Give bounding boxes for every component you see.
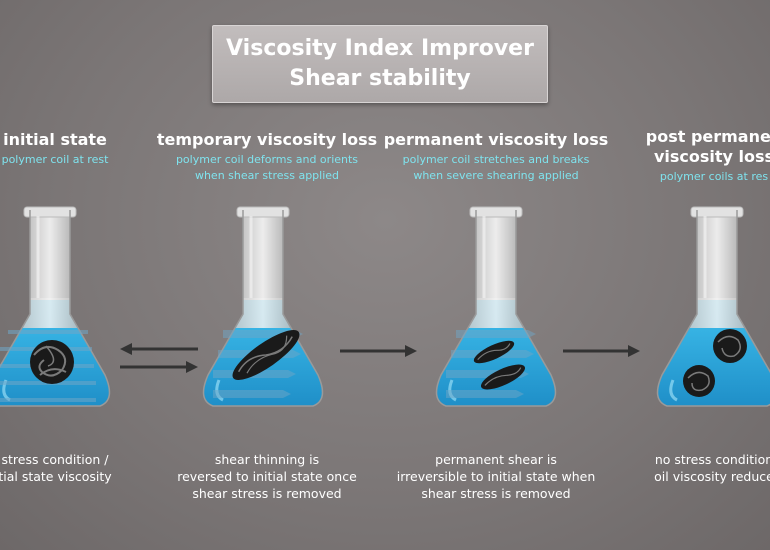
arrow-forward-icon	[563, 345, 640, 357]
stage-subtitle: polymer coil stretches and breaks	[402, 153, 590, 166]
stage-heading: initial state	[3, 130, 107, 149]
caption-line: shear stress is removed	[421, 486, 571, 501]
stage-subtitle: polymer coil deforms and orients	[175, 153, 359, 166]
polymer-coil-small-2	[683, 365, 715, 397]
caption-line: permanent shear is	[435, 452, 557, 467]
stage-initial-header: initial state polymer coil at rest	[0, 130, 185, 168]
arrow-reverse-icon	[120, 343, 198, 355]
stage-subtitle: when severe shearing applied	[413, 169, 579, 182]
polymer-fragment-2	[480, 364, 526, 390]
caption-line: reversed to initial state once	[177, 469, 357, 484]
stage-heading: temporary viscosity loss	[156, 130, 378, 149]
stage-post-caption: no stress condition oil viscosity reduce	[584, 451, 770, 485]
caption-line: shear stress is removed	[192, 486, 342, 501]
stage-heading: viscosity loss	[653, 147, 770, 166]
stage-subtitle: polymer coil at rest	[1, 153, 109, 166]
stage-initial-caption: stress condition / tial state viscosity	[0, 451, 185, 485]
stage-permanent-caption: permanent shear is irreversible to initi…	[366, 451, 626, 502]
polymer-coil-small-1	[713, 329, 747, 363]
arrow-forward-icon	[120, 361, 198, 373]
stage-temporary-header: temporary viscosity loss polymer coil de…	[137, 130, 397, 184]
flask-temporary	[202, 205, 324, 408]
title-line-2: Shear stability	[289, 66, 471, 91]
caption-line: stress condition /	[1, 452, 109, 467]
stage-temporary-caption: shear thinning is reversed to initial st…	[137, 451, 397, 502]
polymer-coil-deformed	[232, 330, 300, 380]
stage-permanent-header: permanent viscosity loss polymer coil st…	[366, 130, 626, 184]
stage-subtitle: when shear stress applied	[194, 169, 340, 182]
stage-heading: post permanen	[645, 127, 770, 146]
polymer-fragment-1	[473, 340, 515, 364]
stage-heading: permanent viscosity loss	[383, 130, 609, 149]
polymer-coil-initial	[30, 340, 74, 384]
title-box: Viscosity Index Improver Shear stability	[212, 25, 548, 103]
stage-post-header: post permanen viscosity loss polymer coi…	[584, 127, 770, 185]
caption-line: no stress condition	[654, 452, 770, 467]
caption-line: tial state viscosity	[0, 469, 112, 484]
stage-subtitle: polymer coils at res	[659, 170, 769, 183]
caption-line: oil viscosity reduce	[654, 469, 770, 484]
caption-line: shear thinning is	[214, 452, 320, 467]
arrow-forward-icon	[340, 345, 417, 357]
title-line-1: Viscosity Index Improver	[226, 36, 534, 61]
caption-line: irreversible to initial state when	[396, 469, 596, 484]
